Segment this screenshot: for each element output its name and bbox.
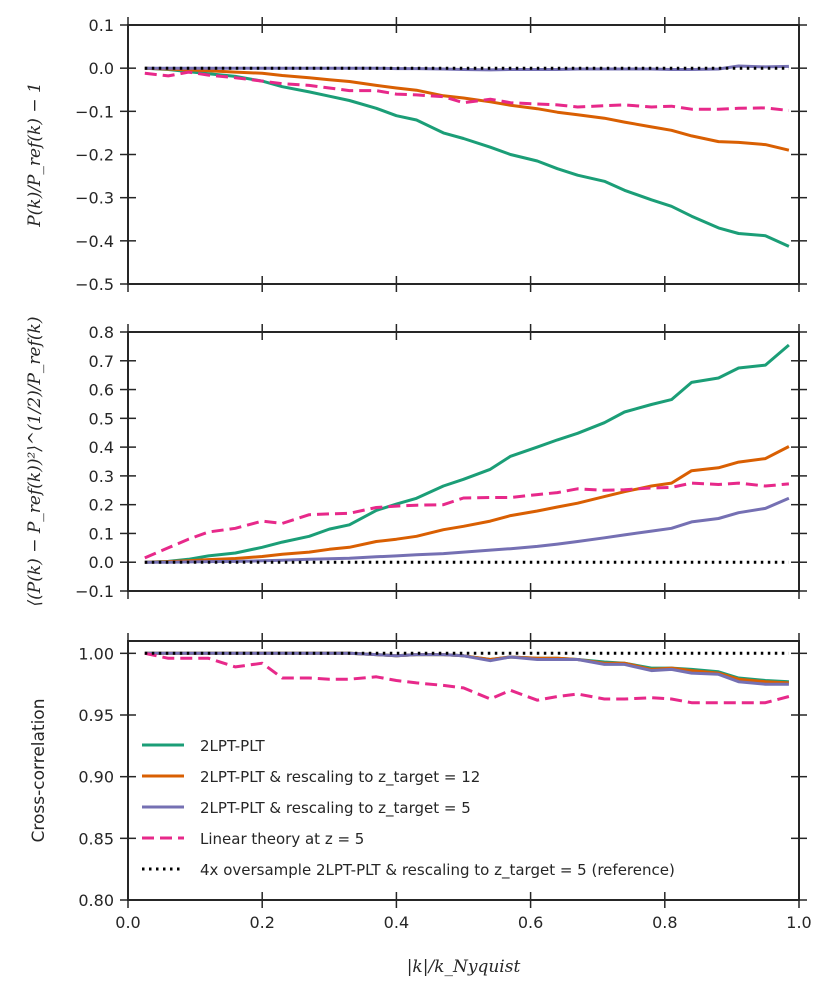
panel-middle: 0.8 0.7 0.6 0.5 0.4 0.3 0.2 0.1 0.0 −0.1 ⟨(P(k) − … [25,317,807,607]
y-tick-label: 0.85 [78,829,114,848]
legend-label-0: 2LPT-PLT [200,737,265,755]
y-axis-label: ⟨(P(k) − P_ref(k))²⟩^(1/2)/P_ref(k) [25,317,45,607]
y-axis-label: Cross-correlation [29,699,49,843]
y-tick-label: 0.5 [89,409,114,428]
legend-label-3: Linear theory at z = 5 [200,830,364,848]
series-line-2 [144,496,790,564]
panel-bottom: 1.00 0.95 0.90 0.85 0.80 Cross-correlation 0.0… [29,633,812,977]
y-tick-label: 0.4 [89,438,114,457]
panels: 0.1 0.0 −0.1 −0.2 −0.3 −0.4 −0.5 P(k)/P_ref(k) … [25,16,812,977]
y-tick-label: −0.5 [75,275,114,294]
x-tick-label: 0.2 [249,913,274,932]
legend-label-4: 4x oversample 2LPT-PLT & rescaling to z_… [200,861,675,880]
y-tick-label: 0.2 [89,496,114,515]
y-tick-label: 0.90 [78,768,114,787]
series-line-0 [144,66,790,248]
x-tick-label: 0.6 [518,913,543,932]
series-line-2 [144,651,789,686]
y-tick-label: −0.1 [75,102,114,121]
plot-frame [127,24,800,285]
panel-top: 0.1 0.0 −0.1 −0.2 −0.3 −0.4 −0.5 P(k)/P_ref(k) … [25,16,807,294]
plot-frame [127,640,800,901]
y-tick-label: −0.4 [75,232,114,251]
series-line-1 [144,66,790,152]
x-axis-label: |k|/k_Nyquist [407,957,521,977]
series-line-0 [144,343,790,564]
y-tick-label: 0.80 [78,891,114,910]
legend-label-2: 2LPT-PLT & rescaling to z_target = 5 [200,799,471,818]
y-tick-label: 0.1 [89,16,114,35]
x-tick-label: 0.0 [115,913,140,932]
y-axis-label: P(k)/P_ref(k) − 1 [25,82,45,228]
y-tick-label: 0.6 [89,381,114,400]
series-line-3 [144,651,790,705]
y-tick-label: −0.1 [75,582,114,601]
y-tick-label: 0.3 [89,467,114,486]
y-tick-label: 0.95 [78,706,114,725]
y-tick-label: 0.1 [89,524,114,543]
x-tick-label: 0.8 [652,913,677,932]
legend-label-1: 2LPT-PLT & rescaling to z_target = 12 [200,768,480,787]
y-tick-label: 0.0 [89,59,114,78]
y-tick-label: −0.2 [75,146,114,165]
y-tick-label: 0.8 [89,323,114,342]
y-tick-label: −0.3 [75,189,114,208]
y-tick-label: 0.7 [89,352,114,371]
series-line-1 [144,445,790,564]
x-tick-label: 1.0 [786,913,811,932]
plot-frame [127,331,800,592]
y-tick-label: 1.00 [78,644,114,663]
series-line-3 [144,481,790,560]
y-tick-label: 0.0 [89,553,114,572]
x-tick-label: 0.4 [384,913,409,932]
series-line-3 [144,70,790,112]
legend: 2LPT-PLT 2LPT-PLT & rescaling to z_target… [142,737,675,880]
